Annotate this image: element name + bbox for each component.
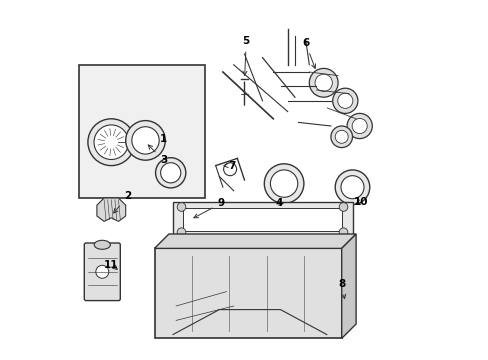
- Circle shape: [94, 125, 128, 159]
- Circle shape: [155, 158, 185, 188]
- Circle shape: [340, 176, 363, 199]
- Text: 3: 3: [148, 145, 167, 165]
- Circle shape: [177, 228, 185, 237]
- Circle shape: [270, 170, 297, 197]
- Text: 6: 6: [302, 38, 315, 68]
- Text: 11: 11: [104, 260, 118, 270]
- Bar: [154, 248, 341, 338]
- Circle shape: [125, 121, 165, 160]
- Circle shape: [264, 164, 303, 203]
- Circle shape: [339, 203, 347, 211]
- Circle shape: [351, 118, 366, 134]
- Circle shape: [223, 163, 236, 176]
- Text: 9: 9: [194, 198, 224, 218]
- Circle shape: [339, 228, 347, 237]
- Circle shape: [309, 68, 337, 97]
- Circle shape: [96, 265, 108, 278]
- Circle shape: [330, 126, 352, 148]
- Text: 1: 1: [160, 134, 167, 144]
- Circle shape: [335, 170, 369, 204]
- Circle shape: [177, 203, 185, 211]
- Text: 2: 2: [114, 191, 131, 213]
- Polygon shape: [97, 198, 125, 221]
- Polygon shape: [154, 234, 355, 248]
- Polygon shape: [341, 234, 355, 338]
- Circle shape: [346, 113, 371, 139]
- Ellipse shape: [94, 240, 110, 249]
- Text: 7: 7: [224, 161, 235, 171]
- FancyBboxPatch shape: [84, 243, 120, 301]
- Text: 10: 10: [353, 197, 368, 207]
- Bar: [79, 65, 204, 198]
- Circle shape: [314, 74, 332, 91]
- Circle shape: [132, 127, 159, 154]
- Bar: [183, 208, 341, 231]
- Text: 5: 5: [242, 36, 249, 75]
- Circle shape: [88, 119, 134, 166]
- Circle shape: [160, 163, 181, 183]
- Text: 8: 8: [337, 279, 345, 298]
- Circle shape: [332, 88, 357, 113]
- Text: 4: 4: [274, 198, 283, 208]
- Bar: [172, 202, 352, 238]
- Circle shape: [337, 93, 352, 108]
- Circle shape: [335, 130, 347, 143]
